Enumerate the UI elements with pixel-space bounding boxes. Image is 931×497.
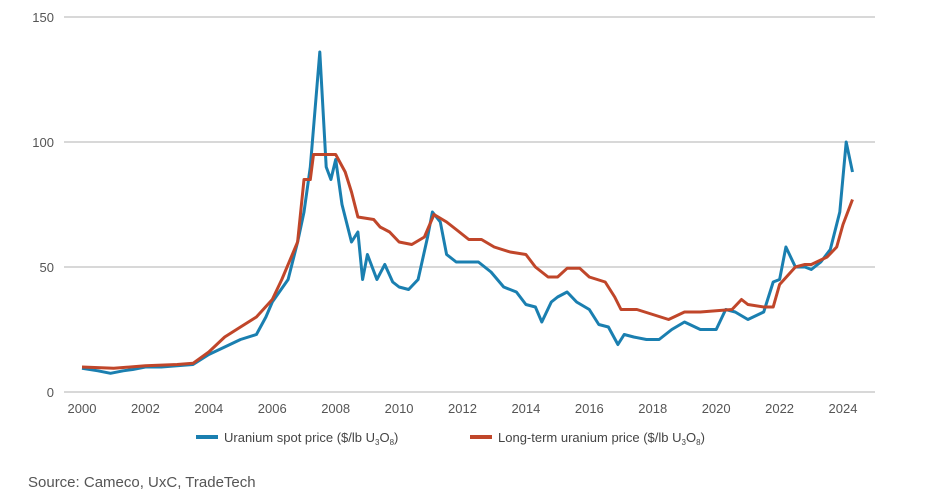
source-note: Source: Cameco, UxC, TradeTech (28, 474, 256, 491)
legend-swatch (196, 435, 218, 439)
legend-item-long-term: Long-term uranium price ($/lb U3O8) (470, 430, 705, 447)
x-tick-label: 2006 (258, 401, 287, 416)
x-tick-label: 2002 (131, 401, 160, 416)
legend: Uranium spot price ($/lb U3O8) Long-term … (196, 430, 705, 447)
y-axis: 0 50 100 150 (32, 10, 54, 400)
x-axis: 2000 2002 2004 2006 2008 2010 2012 2014 2016 2018… (68, 401, 858, 416)
y-tick-label: 0 (47, 385, 54, 400)
legend-text-part: O (379, 430, 389, 445)
x-tick-label: 2024 (829, 401, 858, 416)
x-tick-label: 2016 (575, 401, 604, 416)
legend-label: Long-term uranium price ($/lb U3O8) (498, 430, 705, 447)
legend-text-part: Uranium spot price ($/lb U (224, 430, 375, 445)
x-tick-label: 2014 (511, 401, 540, 416)
legend-label: Uranium spot price ($/lb U3O8) (224, 430, 398, 447)
legend-text-part: Long-term uranium price ($/lb U (498, 430, 682, 445)
y-tick-label: 150 (32, 10, 54, 25)
x-tick-label: 2000 (68, 401, 97, 416)
legend-item-spot: Uranium spot price ($/lb U3O8) (196, 430, 398, 447)
long-term-price-line (81, 153, 854, 370)
series-lines (81, 50, 854, 375)
y-tick-label: 100 (32, 135, 54, 150)
legend-text-part: ) (701, 430, 705, 445)
x-tick-label: 2022 (765, 401, 794, 416)
x-tick-label: 2008 (321, 401, 350, 416)
y-tick-label: 50 (40, 260, 54, 275)
legend-swatch (470, 435, 492, 439)
legend-subscript: 8 (696, 438, 701, 447)
legend-subscript: 3 (375, 438, 380, 447)
legend-subscript: 3 (682, 438, 687, 447)
x-tick-label: 2020 (702, 401, 731, 416)
spot-price-line (81, 50, 854, 375)
x-tick-label: 2010 (385, 401, 414, 416)
gridlines (64, 16, 875, 393)
x-tick-label: 2012 (448, 401, 477, 416)
x-tick-label: 2018 (638, 401, 667, 416)
legend-text-part: O (686, 430, 696, 445)
legend-subscript: 8 (390, 438, 395, 447)
x-tick-label: 2004 (194, 401, 223, 416)
legend-text-part: ) (394, 430, 398, 445)
